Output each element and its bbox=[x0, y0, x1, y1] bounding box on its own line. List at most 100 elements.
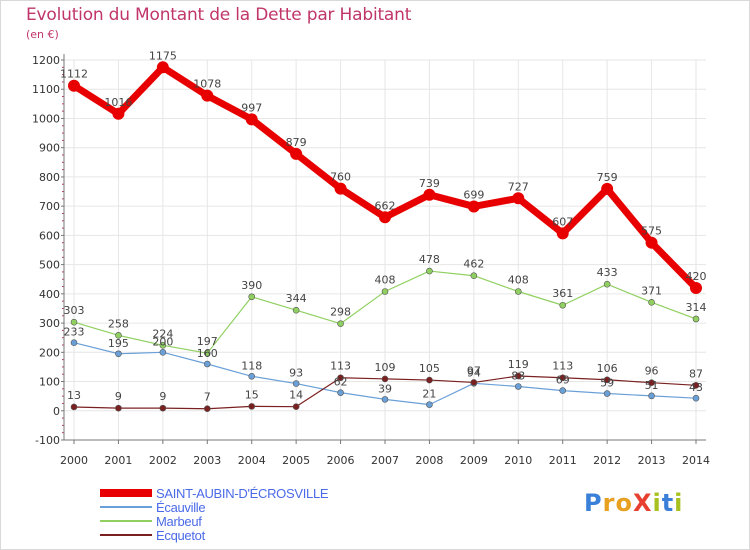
line-chart: -100 0 100 200 300 400 500 600 700 800 900 1000 1100… bbox=[32, 49, 710, 467]
proxiti-logo: ProXiti bbox=[584, 489, 683, 517]
data-label: 15 bbox=[245, 388, 259, 401]
data-point bbox=[334, 182, 347, 195]
data-label: 879 bbox=[286, 136, 307, 149]
data-label: 7 bbox=[204, 391, 211, 404]
logo-letter: i bbox=[652, 489, 662, 517]
data-point bbox=[203, 405, 211, 413]
data-label: 361 bbox=[552, 287, 573, 300]
x-tick-label: 2003 bbox=[193, 454, 221, 467]
data-point bbox=[379, 211, 391, 224]
logo-letter: P bbox=[584, 489, 603, 517]
x-tick-label: 2011 bbox=[549, 454, 577, 467]
y-tick-label: 300 bbox=[39, 317, 60, 330]
data-point bbox=[292, 306, 300, 314]
data-point bbox=[115, 332, 122, 339]
data-point bbox=[426, 376, 433, 384]
data-label: 1016 bbox=[104, 96, 132, 109]
data-label: 727 bbox=[508, 180, 529, 193]
axes: -100 0 100 200 300 400 500 600 700 800 900 1000 1100… bbox=[32, 54, 710, 467]
data-point bbox=[559, 374, 567, 382]
data-point bbox=[201, 89, 214, 102]
legend-swatch bbox=[100, 520, 152, 522]
data-label: 69 bbox=[556, 374, 570, 387]
y-tick-label: 700 bbox=[39, 200, 60, 213]
data-label: 94 bbox=[467, 366, 481, 379]
data-label: 43 bbox=[689, 381, 703, 394]
data-label: 662 bbox=[375, 199, 396, 212]
legend-label: Marbeuf bbox=[156, 513, 202, 529]
x-tick-label: 2010 bbox=[504, 454, 532, 467]
data-point bbox=[381, 375, 389, 383]
data-point bbox=[115, 404, 122, 412]
data-label: 109 bbox=[375, 361, 396, 374]
x-tick-label: 2002 bbox=[149, 454, 177, 467]
data-point bbox=[203, 349, 211, 357]
data-point bbox=[337, 374, 344, 382]
data-point bbox=[648, 392, 655, 400]
data-point bbox=[514, 383, 522, 390]
data-point bbox=[470, 379, 478, 386]
data-labels: 233 195 200 160 118 93 62 39 21 94 83 69 59 51 43 303 25… bbox=[60, 49, 707, 403]
data-label: 314 bbox=[686, 301, 707, 314]
y-tick-label: 1000 bbox=[32, 112, 60, 125]
data-label: 303 bbox=[64, 304, 85, 317]
x-tick-label: 2012 bbox=[593, 454, 621, 467]
data-label: 83 bbox=[511, 370, 525, 383]
data-point bbox=[337, 320, 344, 327]
data-point bbox=[603, 376, 611, 384]
x-tick-label: 2005 bbox=[282, 454, 310, 467]
data-point bbox=[692, 382, 700, 389]
data-label: 93 bbox=[289, 367, 303, 380]
data-point bbox=[292, 403, 300, 410]
data-label: 1078 bbox=[193, 78, 221, 91]
legend-swatch bbox=[100, 534, 152, 536]
data-label: 21 bbox=[422, 388, 436, 401]
data-point bbox=[601, 182, 614, 195]
data-point bbox=[423, 188, 436, 201]
legend-item: SAINT-AUBIN-D'ÉCROSVILLE bbox=[100, 485, 329, 501]
data-point bbox=[337, 389, 344, 396]
data-point bbox=[292, 380, 300, 387]
logo-letter: t bbox=[661, 489, 675, 517]
legend-item: Ecquetot bbox=[100, 528, 328, 543]
data-label: 433 bbox=[597, 266, 618, 279]
data-point bbox=[70, 339, 78, 346]
data-label: 13 bbox=[67, 389, 81, 402]
y-tick-label: -100 bbox=[35, 434, 60, 447]
data-label: 160 bbox=[197, 347, 218, 360]
logo-letter: X bbox=[632, 489, 653, 517]
data-label: 1175 bbox=[149, 49, 177, 62]
x-tick-label: 2014 bbox=[682, 454, 710, 467]
data-point bbox=[248, 372, 256, 380]
data-label: 62 bbox=[334, 376, 348, 389]
data-point bbox=[290, 147, 303, 160]
data-label: 87 bbox=[689, 367, 703, 380]
legend-item: Marbeuf bbox=[100, 513, 328, 529]
data-point bbox=[648, 299, 655, 306]
y-tick-label: 100 bbox=[39, 376, 60, 389]
data-label: 119 bbox=[508, 358, 529, 371]
data-label: 1112 bbox=[60, 68, 88, 81]
y-tick-label: 500 bbox=[39, 259, 60, 272]
data-point bbox=[559, 301, 567, 309]
data-label: 997 bbox=[241, 101, 262, 114]
y-tick-label: 1100 bbox=[32, 83, 60, 96]
data-point bbox=[559, 387, 567, 394]
data-label: 760 bbox=[330, 171, 351, 184]
chart-title: Evolution du Montant de la Dette par Hab… bbox=[26, 5, 412, 25]
y-tick-label: 0 bbox=[53, 405, 60, 418]
data-point bbox=[381, 396, 389, 403]
legend-item: Écauville bbox=[100, 500, 328, 515]
data-label: 197 bbox=[197, 335, 218, 348]
data-point bbox=[159, 341, 167, 349]
logo-letter: i bbox=[674, 489, 684, 517]
data-label: 258 bbox=[108, 317, 129, 330]
data-label: 97 bbox=[467, 364, 481, 377]
legend-label: SAINT-AUBIN-D'ÉCROSVILLE bbox=[156, 485, 329, 501]
data-label: 408 bbox=[508, 274, 529, 287]
data-label: 462 bbox=[463, 258, 484, 271]
logo-letter: r bbox=[602, 489, 616, 517]
y-tick-label: 900 bbox=[39, 142, 60, 155]
legend-swatch bbox=[100, 489, 152, 497]
